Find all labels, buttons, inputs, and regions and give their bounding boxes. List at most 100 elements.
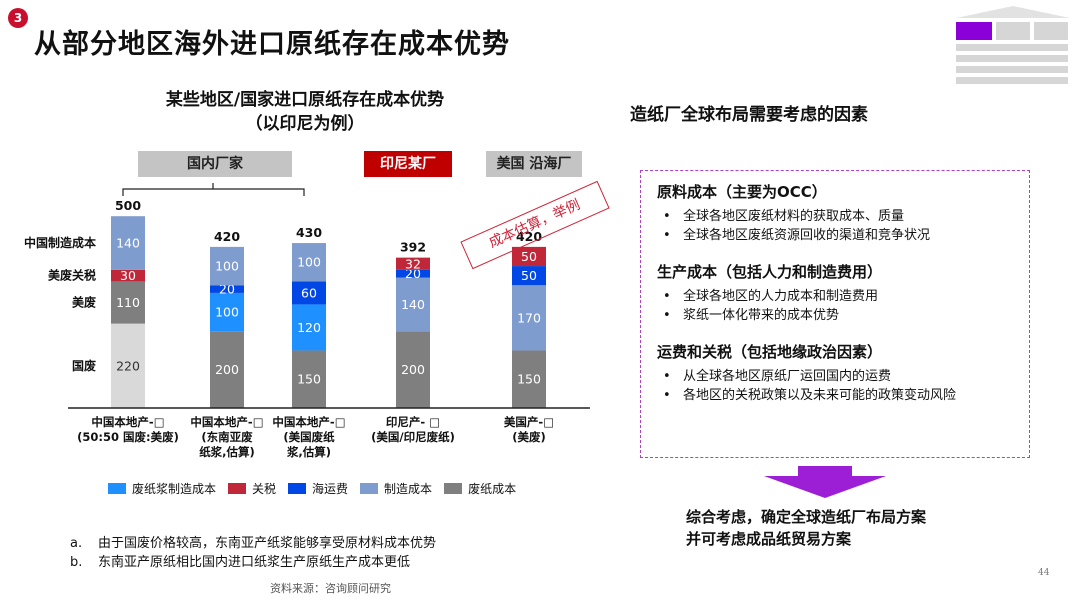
footnote-a: a. 由于国废价格较高，东南亚产纸浆能够享受原材料成本优势 <box>70 536 437 551</box>
bar-total-label: 430 <box>296 225 322 240</box>
bar-segment-value: 60 <box>301 285 317 300</box>
factor-bullet: 全球各地区废纸材料的获取成本、质量 <box>657 207 1013 226</box>
bar-segment-value: 120 <box>297 320 321 335</box>
chart-subtitle-line1: 某些地区/国家进口原纸存在成本优势 <box>165 90 445 110</box>
factor-section: 生产成本（包括人力和制造费用） 全球各地区的人力成本和制造费用浆纸一体化带来的成本… <box>657 261 1013 325</box>
section-number-badge: 3 <box>8 8 28 28</box>
legend-item: 制造成本 <box>360 480 432 497</box>
legend-label: 关税 <box>252 482 277 496</box>
bar-segment-value: 150 <box>297 372 321 387</box>
conclusion-line1: 综合考虑，确定全球造纸厂布局方案 <box>686 508 927 526</box>
footnotes: a. 由于国废价格较高，东南亚产纸浆能够享受原材料成本优势 b. 东南亚产原纸相比国… <box>70 534 436 572</box>
legend-label: 废纸成本 <box>468 482 517 496</box>
bar-total-label: 392 <box>400 240 426 255</box>
legend-item: 海运费 <box>288 480 348 497</box>
segment-side-label: 美废 <box>72 295 96 310</box>
bar-total-label: 420 <box>516 229 542 244</box>
footnote-b: b. 东南亚产原纸相比国内进口纸浆生产原纸生产成本更低 <box>70 555 411 570</box>
category-label: (美国废纸 <box>283 430 335 444</box>
bar-segment <box>396 277 430 332</box>
legend-swatch <box>288 483 307 494</box>
bar-segment <box>396 331 430 408</box>
category-label: 纸浆,估算) <box>199 445 255 459</box>
bar-segment-value: 20 <box>219 282 235 297</box>
domestic-group-bracket <box>122 183 305 196</box>
group-label-domestic: 国内厂家 <box>138 151 292 177</box>
category-label: (美废) <box>512 430 546 444</box>
bar-segment-value: 200 <box>401 362 425 377</box>
bar-segment <box>111 269 145 282</box>
segment-side-label: 美废关税 <box>48 268 96 283</box>
factor-title: 运费和关税（包括地缘政治因素） <box>657 343 883 361</box>
bar-segment-value: 32 <box>405 256 421 271</box>
bar-segment-value: 200 <box>215 362 239 377</box>
bar-segment-value: 110 <box>116 295 140 310</box>
corner-logo-icon <box>956 6 1070 84</box>
bar-segment-value: 100 <box>297 255 321 270</box>
bar-segment <box>292 304 326 351</box>
group-label-indonesia: 印尼某厂 <box>364 151 452 177</box>
legend-swatch <box>108 483 126 494</box>
factor-title: 生产成本（包括人力和制造费用） <box>657 263 883 281</box>
bar-segment <box>292 350 326 408</box>
bar-segment-value: 100 <box>215 259 239 274</box>
bar-segment-value: 20 <box>405 266 421 281</box>
bar-segment <box>111 323 145 408</box>
bar-segment-value: 100 <box>215 305 239 320</box>
bar-segment <box>210 285 244 293</box>
category-label: 中国本地产-□ <box>190 415 263 429</box>
conclusion-line2: 并可考虑成品纸贸易方案 <box>686 530 852 548</box>
factor-bullet: 全球各地区的人力成本和制造费用 <box>657 287 1013 306</box>
down-arrow-icon <box>764 466 886 498</box>
bar-segment <box>210 331 244 408</box>
bar-segment-value: 30 <box>120 268 136 283</box>
bar-segment <box>111 281 145 324</box>
bar-segment-value: 150 <box>517 372 541 387</box>
factor-bullet: 浆纸一体化带来的成本优势 <box>657 306 1013 325</box>
bar-segment <box>210 246 244 286</box>
category-label: (美国/印尼废纸) <box>371 430 455 444</box>
bar-segment <box>210 292 244 332</box>
bar-segment <box>396 269 430 278</box>
chart-subtitle: 某些地区/国家进口原纸存在成本优势 （以印尼为例） <box>120 88 490 136</box>
factor-bullet: 各地区的关税政策以及未来可能的政策变动风险 <box>657 386 1013 405</box>
bar-segment <box>292 243 326 282</box>
factor-section: 运费和关税（包括地缘政治因素） 从全球各地区原纸厂运回国内的运费各地区的关税政策以… <box>657 341 1013 405</box>
legend-item: 废纸成本 <box>444 480 516 497</box>
legend-label: 海运费 <box>312 482 349 496</box>
category-label: 印尼产- □ <box>386 415 440 429</box>
factor-section: 原料成本（主要为OCC） 全球各地区废纸材料的获取成本、质量全球各地区废纸资源回收… <box>657 181 1013 245</box>
bar-segment <box>512 285 546 351</box>
bar-segment <box>512 350 546 408</box>
bar-total-label: 420 <box>214 229 240 244</box>
group-label-usa: 美国 沿海厂 <box>486 151 582 177</box>
bar-segment-value: 140 <box>401 297 425 312</box>
category-label: 浆,估算) <box>287 445 331 459</box>
bar-segment <box>512 266 546 286</box>
bar-segment <box>396 257 430 270</box>
bar-segment-value: 220 <box>116 358 140 373</box>
legend-label: 废纸浆制造成本 <box>132 482 217 496</box>
category-label: 美国产-□ <box>504 415 554 429</box>
bar-segment <box>512 246 546 267</box>
factor-title: 原料成本（主要为OCC） <box>657 183 827 201</box>
bar-total-label: 500 <box>115 198 141 213</box>
legend-swatch <box>444 483 463 494</box>
category-label: 中国本地产-□ <box>272 415 345 429</box>
bar-segment-value: 50 <box>521 249 537 264</box>
page-number: 44 <box>1038 568 1050 578</box>
conclusion-text: 综合考虑，确定全球造纸厂布局方案 并可考虑成品纸贸易方案 <box>686 506 926 550</box>
factor-bullet: 全球各地区废纸资源回收的渠道和竞争状况 <box>657 226 1013 245</box>
bar-segment <box>111 216 145 270</box>
bar-segment-value: 170 <box>517 310 541 325</box>
page-title: 从部分地区海外进口原纸存在成本优势 <box>34 29 510 60</box>
segment-side-label: 国废 <box>72 358 96 373</box>
factors-heading: 造纸厂全球布局需要考虑的因素 <box>630 105 868 125</box>
legend-label: 制造成本 <box>384 482 433 496</box>
chart-subtitle-line2: （以印尼为例） <box>245 114 365 134</box>
bar-segment-value: 140 <box>116 236 140 251</box>
source-note: 资料来源：咨询顾问研究 <box>270 582 391 595</box>
legend-swatch <box>228 483 247 494</box>
segment-side-label: 中国制造成本 <box>24 235 96 250</box>
bar-segment-value: 50 <box>521 268 537 283</box>
